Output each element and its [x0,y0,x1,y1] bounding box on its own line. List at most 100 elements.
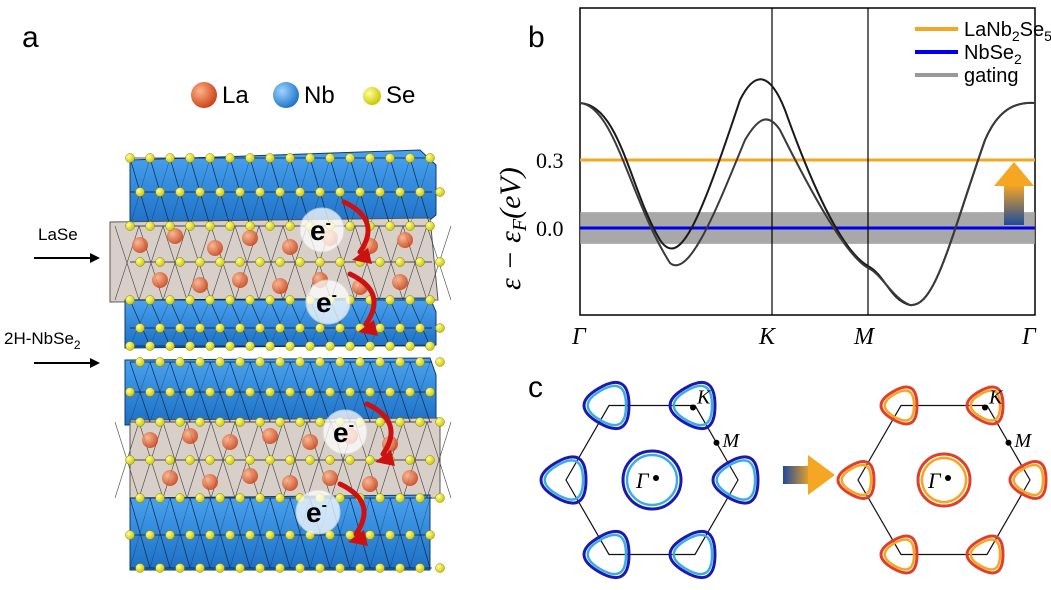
la-atom [242,468,258,484]
k-pocket-outer [965,534,1005,575]
se-atom [335,323,345,333]
se-atom [265,295,275,305]
se-atom [195,357,205,367]
se-atom [395,493,405,503]
se-atom [365,153,375,163]
se-atom [435,323,445,333]
se-atom [255,357,265,367]
se-atom [375,187,385,197]
electron-bubble [299,207,345,253]
se-atom [165,153,175,163]
arrow-lase [34,253,100,263]
la-atom [402,470,418,486]
atom-legend-la: La [222,82,249,109]
se-atom-icon [363,87,381,105]
se-atom [215,257,225,267]
k-pocket-inner [969,538,1002,571]
gamma-point [653,475,659,481]
se-atom [185,455,195,465]
brillouin-zone [857,404,1031,556]
electron-1: e- [299,199,372,264]
se-atom [185,387,195,397]
se-atom [335,257,345,267]
k-label: K [696,387,712,409]
se-atom [265,221,275,231]
legend-sub: 2 [1014,51,1022,67]
se-atom [255,257,265,267]
k-pocket-outer [711,455,760,505]
se-atom [185,295,195,305]
se-atom [415,493,425,503]
lattice-line [189,497,211,569]
se-atom [245,295,255,305]
legend-sub: 5 [1044,28,1051,44]
se-atom [275,493,285,503]
se-atom [265,387,275,397]
x-tick-label: Γ [1021,324,1037,350]
se-atom [155,563,165,573]
legend-part: Se [1020,19,1044,41]
se-atom [435,417,445,427]
electron-label: e- [316,287,337,318]
se-atom [265,530,275,540]
se-atom [265,341,275,351]
se-atom [425,221,435,231]
se-atom [375,357,385,367]
electron-arrow [337,481,367,537]
se-atom [235,257,245,267]
se-atom [175,417,185,427]
k-pocket-inner [586,384,628,427]
legend-label: gating [964,65,1019,87]
se-atom [285,530,295,540]
lattice-line [149,361,171,423]
electron-arrow [364,401,394,457]
se-atom [175,257,185,267]
band-curve-2 [579,101,1036,307]
la-atom [132,237,148,253]
electron-charge: - [326,215,331,232]
se-atom [305,387,315,397]
lattice-line [269,497,291,569]
se-atom [385,387,395,397]
se-atom [375,493,385,503]
lattice-line [186,421,212,499]
se-atom [205,387,215,397]
se-atom [175,357,185,367]
se-atom [165,221,175,231]
atom-legend-nb: Nb [304,82,335,109]
lattice-line [409,361,431,423]
se-atom [175,493,185,503]
se-atom [405,455,415,465]
k-pocket-inner [969,389,1002,422]
lattice-line [229,497,251,569]
se-atom [315,357,325,367]
lattice-line [209,497,231,569]
se-atom [215,187,225,197]
panel-label-b: b [528,21,545,54]
se-atom [215,493,225,503]
se-atom [125,387,135,397]
se-atom [375,563,385,573]
legend-label: LaNb2Se5 [964,19,1051,44]
electron-arrow-head [352,248,372,264]
se-atom [405,295,415,305]
lattice-line [189,299,211,347]
se-atoms [125,153,445,573]
se-atom [195,323,205,333]
se-atom [185,221,195,231]
se-atom [175,187,185,197]
se-atom [385,530,395,540]
se-atom [425,153,435,163]
se-atom [275,417,285,427]
se-atom [225,221,235,231]
k-pocket-outer [539,455,588,505]
se-atom [425,295,435,305]
se-atom [275,357,285,367]
se-atom [215,357,225,367]
k-pocket-outer [582,381,631,431]
se-atom [365,341,375,351]
electron-4: e- [295,481,368,546]
la-atom-icon [191,82,217,108]
se-atom [395,563,405,573]
